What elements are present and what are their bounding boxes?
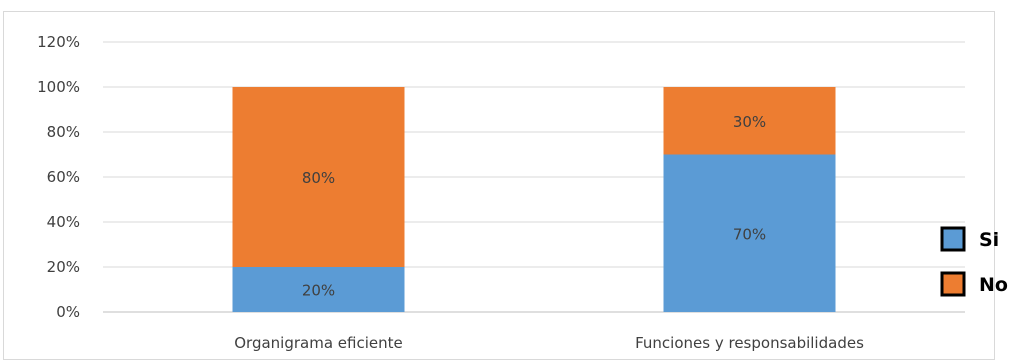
bar-no-1 xyxy=(663,87,836,155)
x-tick-label: Organigrama eficiente xyxy=(234,334,403,352)
data-label: 70% xyxy=(733,225,766,243)
chart-frame xyxy=(3,11,995,360)
y-tick-label: 40% xyxy=(47,213,80,231)
legend-swatch-si xyxy=(940,226,966,252)
x-tick-label: Funciones y responsabilidades xyxy=(635,334,864,352)
data-label: 80% xyxy=(302,169,335,187)
bars: 20% 80% 70% 30% xyxy=(232,87,836,312)
bar-si-0 xyxy=(232,267,405,312)
bar-si-1 xyxy=(663,154,836,312)
legend-swatch-no xyxy=(940,271,966,297)
y-tick-label: 60% xyxy=(47,168,80,186)
data-label: 30% xyxy=(733,113,766,131)
gridlines xyxy=(103,41,965,313)
legend-label: No xyxy=(979,274,1008,296)
y-tick-label: 100% xyxy=(37,78,80,96)
y-tick-label: 20% xyxy=(47,258,80,276)
data-label: 20% xyxy=(302,282,335,300)
legend-label: Si xyxy=(979,229,999,251)
x-axis-ticks: Organigrama eficiente Funciones y respons… xyxy=(234,334,864,352)
y-tick-label: 120% xyxy=(37,33,80,51)
y-tick-label: 80% xyxy=(47,123,80,141)
legend: Si No xyxy=(940,226,1008,297)
y-axis-ticks: 0% 20% 40% 60% 80% 100% 120% xyxy=(37,33,80,321)
bar-no-0 xyxy=(232,87,405,267)
y-tick-label: 0% xyxy=(56,303,80,321)
